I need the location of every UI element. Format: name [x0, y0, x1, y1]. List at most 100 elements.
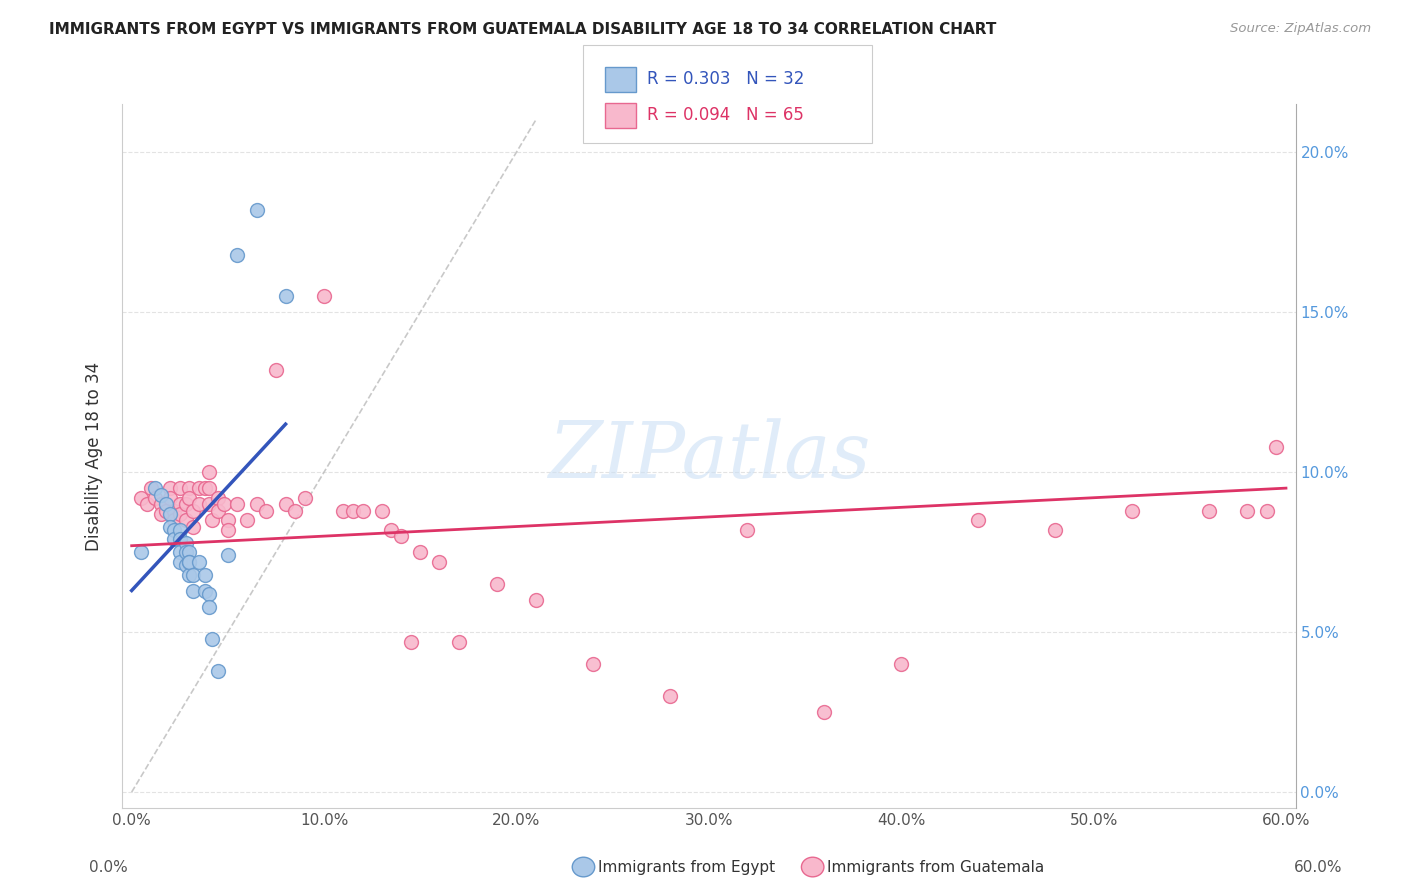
Point — [371, 503, 394, 517]
Point — [264, 363, 287, 377]
Point — [159, 481, 181, 495]
Point — [143, 491, 166, 505]
Point — [163, 533, 186, 547]
Point — [380, 523, 402, 537]
Point — [582, 657, 605, 672]
Point — [129, 545, 152, 559]
Point — [226, 247, 249, 261]
Point — [181, 567, 204, 582]
Point — [179, 555, 201, 569]
Point — [169, 507, 191, 521]
Point — [194, 583, 217, 598]
Point — [197, 481, 219, 495]
Text: ZIPatlas: ZIPatlas — [547, 418, 870, 494]
Point — [274, 289, 297, 303]
Point — [207, 664, 229, 678]
Point — [159, 507, 181, 521]
Point — [169, 523, 191, 537]
Point — [197, 599, 219, 614]
Point — [447, 634, 470, 648]
Point — [312, 289, 335, 303]
Point — [254, 503, 277, 517]
Point — [274, 497, 297, 511]
Point — [169, 555, 191, 569]
Point — [179, 491, 201, 505]
Point — [136, 497, 159, 511]
Point — [163, 523, 186, 537]
Point — [163, 513, 186, 527]
Point — [155, 503, 177, 517]
Point — [179, 555, 201, 569]
Point — [197, 587, 219, 601]
Point — [155, 497, 177, 511]
Text: IMMIGRANTS FROM EGYPT VS IMMIGRANTS FROM GUATEMALA DISABILITY AGE 18 TO 34 CORRE: IMMIGRANTS FROM EGYPT VS IMMIGRANTS FROM… — [49, 22, 997, 37]
Text: 0.0%: 0.0% — [89, 860, 128, 874]
Point — [174, 535, 197, 549]
Point — [737, 523, 759, 537]
Point — [179, 481, 201, 495]
Text: Source: ZipAtlas.com: Source: ZipAtlas.com — [1230, 22, 1371, 36]
Text: 60.0%: 60.0% — [1295, 860, 1343, 874]
Point — [399, 634, 422, 648]
Point — [181, 583, 204, 598]
Text: R = 0.094   N = 65: R = 0.094 N = 65 — [647, 106, 804, 124]
Point — [197, 497, 219, 511]
Point — [1265, 440, 1288, 454]
Point — [149, 487, 172, 501]
Point — [129, 491, 152, 505]
Point — [524, 593, 547, 607]
Point — [284, 503, 307, 517]
Point — [174, 558, 197, 572]
Point — [294, 491, 316, 505]
Point — [188, 555, 211, 569]
Point — [813, 705, 835, 719]
Point — [179, 567, 201, 582]
Point — [181, 503, 204, 517]
Point — [169, 481, 191, 495]
Point — [226, 497, 249, 511]
Point — [212, 497, 235, 511]
Point — [429, 555, 451, 569]
Point — [389, 529, 412, 543]
Point — [1043, 523, 1066, 537]
Point — [188, 481, 211, 495]
Point — [169, 545, 191, 559]
Point — [174, 545, 197, 559]
Point — [217, 513, 239, 527]
Point — [409, 545, 432, 559]
Text: R = 0.303   N = 32: R = 0.303 N = 32 — [647, 70, 804, 88]
Point — [236, 513, 259, 527]
Point — [197, 465, 219, 479]
Point — [194, 481, 217, 495]
Point — [159, 491, 181, 505]
Point — [179, 545, 201, 559]
Point — [217, 523, 239, 537]
Point — [201, 632, 224, 646]
Point — [967, 513, 990, 527]
Point — [352, 503, 374, 517]
Text: Immigrants from Guatemala: Immigrants from Guatemala — [827, 860, 1045, 874]
Point — [246, 497, 269, 511]
Point — [486, 577, 509, 591]
Point — [246, 202, 269, 217]
Point — [194, 567, 217, 582]
Point — [163, 503, 186, 517]
Point — [201, 513, 224, 527]
Y-axis label: Disability Age 18 to 34: Disability Age 18 to 34 — [86, 361, 103, 550]
Point — [342, 503, 364, 517]
Text: Immigrants from Egypt: Immigrants from Egypt — [598, 860, 775, 874]
Point — [174, 497, 197, 511]
Point — [207, 491, 229, 505]
Point — [890, 657, 912, 672]
Point — [207, 503, 229, 517]
Point — [1256, 503, 1278, 517]
Point — [169, 497, 191, 511]
Point — [1236, 503, 1258, 517]
Point — [159, 519, 181, 533]
Point — [149, 507, 172, 521]
Point — [659, 689, 682, 703]
Point — [1121, 503, 1143, 517]
Point — [1198, 503, 1220, 517]
Point — [143, 481, 166, 495]
Point — [139, 481, 162, 495]
